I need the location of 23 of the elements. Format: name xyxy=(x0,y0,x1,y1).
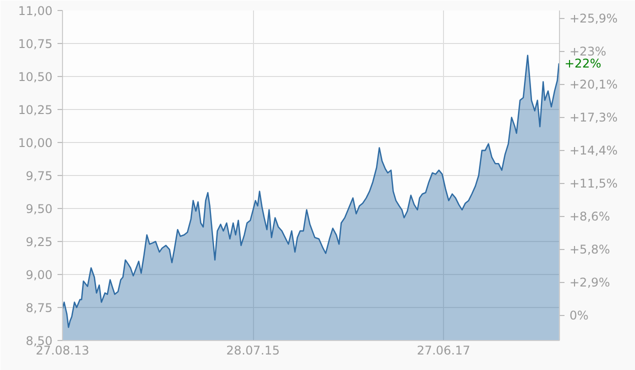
y2-tick-label: +25,9% xyxy=(570,11,618,26)
y-tick-label: 9,25 xyxy=(26,235,52,249)
y-tick-label: 10,75 xyxy=(18,37,53,51)
y2-tick-label: +14,4% xyxy=(570,143,618,158)
y2-tick-label: +23% xyxy=(570,44,606,58)
y-tick-label: 10,00 xyxy=(18,136,53,150)
y-tick-label: 10,50 xyxy=(18,70,53,84)
y2-tick-label: +20,1% xyxy=(570,77,618,92)
y2-tick-label: +8,6% xyxy=(570,209,610,224)
y-tick-label: 10,25 xyxy=(18,103,53,117)
y2-tick-label: +2,9% xyxy=(570,275,610,290)
y2-tick-label: +17,3% xyxy=(570,110,618,124)
y-tick-label: 11,00 xyxy=(18,4,53,18)
y-tick-label: 9,75 xyxy=(26,169,52,183)
y2-tick-label: +5,8% xyxy=(570,242,610,256)
text: +22% xyxy=(564,56,602,70)
y2-tick-label: 0% xyxy=(570,308,589,322)
x-tick-label: 27.06.17 xyxy=(416,344,470,358)
y-tick-label: 9,00 xyxy=(26,268,52,282)
x-tick-label: 28.07.15 xyxy=(226,344,280,358)
y-tick-label: 9,50 xyxy=(26,202,52,216)
y-tick-label: 8,75 xyxy=(26,301,52,315)
y2-tick-label: +11,5% xyxy=(570,176,618,190)
